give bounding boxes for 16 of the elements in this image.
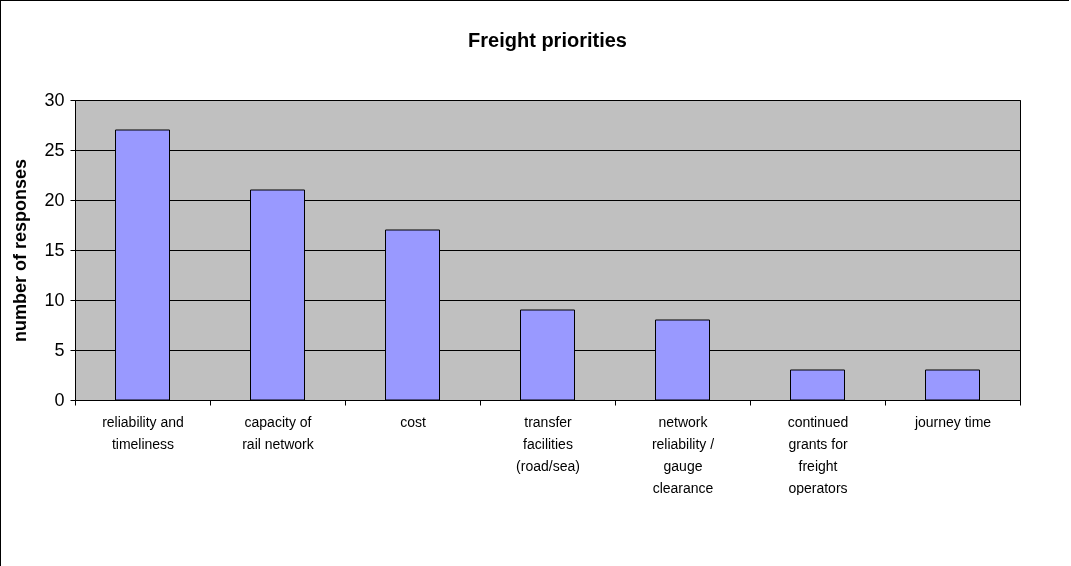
y-tick-label: 10 — [44, 289, 65, 310]
x-tick-label: network reliability / gauge clearance — [651, 413, 715, 496]
x-tick-label: cost — [400, 413, 426, 430]
y-tick-label: 15 — [44, 239, 65, 260]
x-tick-label: transfer facilities (road/sea) — [516, 413, 580, 474]
y-tick-label: 0 — [54, 389, 65, 410]
chart-title: Freight priorities — [468, 29, 627, 51]
x-tick-label: continued grants for freight operators — [787, 413, 849, 496]
y-tick-label: 5 — [54, 339, 65, 360]
y-tick-label: 20 — [44, 189, 65, 210]
y-tick-label: 30 — [44, 89, 65, 110]
x-tick-label: capacity of rail network — [242, 413, 315, 452]
x-tick-label: journey time — [913, 413, 992, 430]
x-tick-label: reliability and timeliness — [102, 413, 184, 452]
y-axis-title: number of responses — [10, 158, 31, 343]
y-tick-label: 25 — [44, 139, 65, 160]
